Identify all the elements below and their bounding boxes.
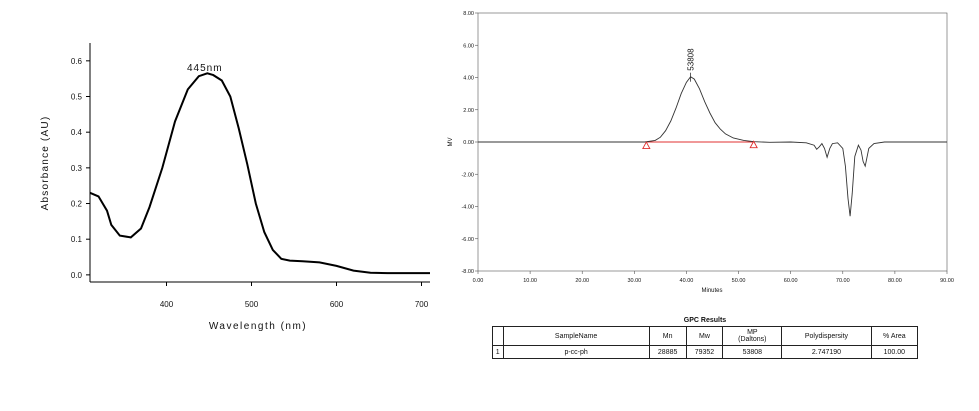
- gpc-x-tick-label: 20.00: [575, 278, 589, 284]
- uv-y-tick-label: 0.1: [71, 235, 83, 244]
- gpc-y-axis-label: MV: [448, 138, 454, 147]
- uv-x-tick-label: 400: [160, 300, 174, 309]
- table-cell: 100.00: [870, 345, 919, 359]
- gpc-x-tick-label: 30.00: [627, 278, 641, 284]
- gpc-y-tick-label: -4.00: [461, 205, 474, 211]
- table-cell: 2.747190: [781, 345, 872, 359]
- gpc-results-table: SampleName Mn Mw MP (Daltons) Polydispers…: [492, 326, 919, 359]
- gpc-y-tick-label: 2.00: [463, 108, 474, 114]
- uv-y-tick-label: 0.4: [71, 128, 83, 137]
- table-cell: 28885: [648, 345, 687, 359]
- table-cell: 1: [492, 345, 504, 359]
- gpc-y-tick-label: -8.00: [461, 269, 474, 275]
- gpc-chart: -8.00 -6.00 -4.00 -2.00 0.00 2.00 4.00 6.00 8.00…: [448, 11, 954, 294]
- gpc-baseline-marker: [642, 141, 651, 149]
- gpc-results-title: GPC Results: [683, 317, 727, 324]
- table-header-cell: MP (Daltons): [722, 326, 783, 346]
- gpc-x-tick-label: 40.00: [680, 278, 694, 284]
- uv-y-tick-label: 0.6: [71, 57, 83, 66]
- gpc-x-tick-label: 10.00: [523, 278, 537, 284]
- gpc-x-tick-label: 90.00: [940, 278, 954, 284]
- table-row: 1 p-cc-ph 28885 79352 53808 2.747190 100…: [492, 345, 919, 359]
- uv-x-axis-label: Wavelength (nm): [209, 321, 307, 332]
- table-header-cell: % Area: [870, 326, 919, 346]
- gpc-y-tick-label: 4.00: [463, 76, 474, 82]
- uv-y-tick-label: 0.3: [71, 164, 83, 173]
- uv-series-line: [89, 72, 430, 275]
- gpc-y-tick-label: -6.00: [461, 237, 474, 243]
- table-cell: 79352: [685, 345, 724, 359]
- uv-x-tick-label: 600: [330, 300, 344, 309]
- gpc-y-tick-label: -2.00: [461, 172, 474, 178]
- uv-y-tick-label: 0.5: [71, 93, 83, 102]
- gpc-peak-label: 53808: [687, 48, 696, 71]
- gpc-y-tick-label: 6.00: [463, 43, 474, 49]
- gpc-x-axis-label: Minutes: [701, 288, 722, 294]
- gpc-x-tick-label: 70.00: [836, 278, 850, 284]
- uv-x-tick-label: 700: [415, 300, 429, 309]
- table-header-cell: SampleName: [502, 326, 650, 346]
- uv-y-ticks: 0.0 0.1 0.2 0.3 0.4 0.5 0.6: [71, 57, 90, 280]
- table-header-cell: [492, 326, 504, 346]
- gpc-y-tick-label: 8.00: [463, 11, 474, 17]
- table-cell: p-cc-ph: [502, 345, 650, 359]
- uv-chart: 0.0 0.1 0.2 0.3 0.4 0.5 0.6 400 500 600 700 445nm…: [40, 43, 430, 332]
- gpc-baseline-marker: [749, 140, 758, 149]
- table-header-daltons: (Daltons): [738, 336, 767, 343]
- gpc-y-ticks: -8.00 -6.00 -4.00 -2.00 0.00 2.00 4.00 6.00 8.00: [461, 11, 478, 275]
- gpc-baseline-markers: [642, 140, 758, 149]
- table-header-row: SampleName Mn Mw MP (Daltons) Polydispers…: [492, 326, 919, 346]
- uv-x-tick-label: 500: [245, 300, 259, 309]
- table-header-mp: MP: [747, 329, 758, 336]
- table-cell: 53808: [722, 345, 783, 359]
- table-header-cell: Polydispersity: [781, 326, 872, 346]
- gpc-x-ticks: 0.00 10.00 20.00 30.00 40.00 50.00 60.00 70.00 8…: [473, 271, 954, 284]
- uv-y-tick-label: 0.0: [71, 271, 83, 280]
- uv-y-axis-label: Absorbance (AU): [40, 116, 51, 211]
- gpc-x-tick-label: 80.00: [888, 278, 902, 284]
- uv-x-ticks: 400 500 600 700: [160, 282, 429, 309]
- gpc-x-tick-label: 0.00: [473, 278, 484, 284]
- uv-y-tick-label: 0.2: [71, 200, 83, 209]
- uv-peak-label: 445nm: [187, 63, 223, 74]
- table-header-cell: Mw: [685, 326, 724, 346]
- gpc-series-line: [478, 76, 947, 217]
- gpc-x-tick-label: 50.00: [732, 278, 746, 284]
- gpc-x-tick-label: 60.00: [784, 278, 798, 284]
- table-header-cell: Mn: [648, 326, 687, 346]
- gpc-y-tick-label: 0.00: [463, 140, 474, 146]
